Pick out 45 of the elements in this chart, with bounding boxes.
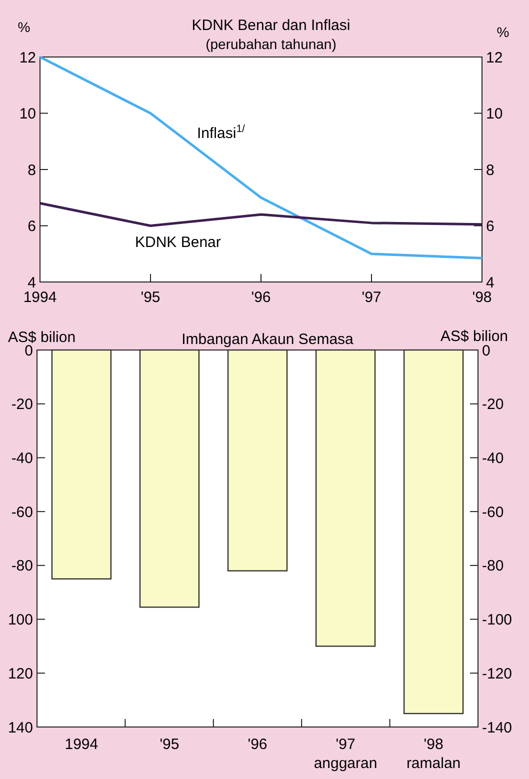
y-tick-label: 8 [28,162,36,179]
y2-tick-label: 10 [486,106,503,122]
y-tick-label: 100 [8,612,33,629]
y2-tick-label: -80 [482,558,504,575]
y2-tick-label: -40 [482,450,504,467]
line-series [38,56,484,260]
y-tick-label: 6 [28,218,36,235]
y2-tick-label: 6 [486,218,494,235]
x-tick-label: 1994 [23,289,57,306]
y2-tick-label: -120 [482,665,512,682]
y-tick-label: 140 [8,719,33,736]
y-tick-label: 10 [19,106,36,122]
y-axis-title: % [18,19,30,35]
y2-tick-label: 0 [482,342,490,360]
y-tick-label: -20 [11,396,33,414]
x-tick-label: '95 [140,289,160,306]
x-tick-label: '95 [160,736,180,753]
x-tick-label: 1994 [64,736,98,753]
y2-tick-label: -20 [482,396,504,414]
x-tick-label: '97 [362,289,382,306]
y-tick-label: -80 [11,558,33,575]
y2-axis-title: AS$ bilion [440,328,508,345]
y-tick-label: 120 [8,665,33,682]
series-label: KDNK Benar [135,234,221,251]
chart-title: KDNK Benar dan Inflasi [192,17,350,34]
y2-tick-label: -140 [482,719,512,736]
y2-tick-label: 8 [486,162,494,179]
y2-tick-label: 12 [486,49,503,66]
chart-title: Imbangan Akaun Semasa [182,331,354,348]
y-tick-label: 12 [19,49,36,66]
x-tick-label: '97 anggaran [314,736,378,772]
y-tick-label: -40 [11,450,33,467]
chart-subtitle: (perubahan tahunan) [206,36,336,52]
y2-tick-label: 4 [486,274,494,292]
x-tick-label: '98 ramalan [406,736,461,772]
y-tick-label: -60 [11,504,33,521]
y-tick-label: 4 [28,274,36,292]
x-tick-label: '96 [248,736,268,753]
y2-tick-label: -60 [482,504,504,521]
x-tick-label: '98 [472,289,492,306]
series-label: Inflasi$^{1/}$ [197,123,246,142]
line-series [38,202,484,227]
y2-axis-title: % [496,24,510,40]
x-tick-label: '96 [251,289,271,306]
y2-tick-label: -100 [482,612,512,629]
